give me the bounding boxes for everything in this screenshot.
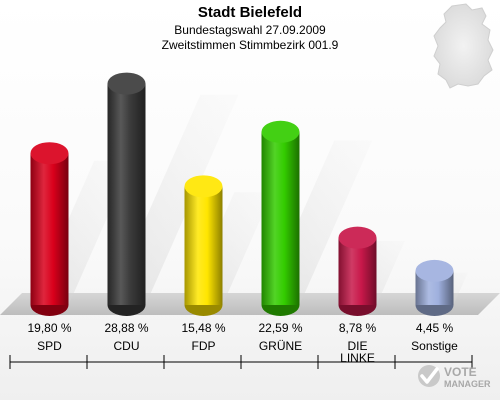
bar-sonstige[interactable] (415, 259, 454, 316)
bar-top-cap (184, 175, 223, 198)
bar-top-cap (338, 226, 377, 249)
category-label: GRÜNE (259, 339, 302, 353)
category-label: Sonstige (411, 339, 458, 353)
logo-text-vote: VOTE (444, 365, 477, 379)
bar-body (107, 83, 146, 305)
bar-body (338, 237, 377, 305)
category-label: CDU (114, 339, 140, 353)
value-label: 4,45 % (416, 321, 454, 335)
bar-top-cap (30, 142, 69, 165)
category-label: FDP (192, 339, 216, 353)
bar-cdu[interactable] (107, 72, 146, 316)
chart-subtitle: Bundestagswahl 27.09.2009 (174, 23, 326, 37)
category-label: SPD (37, 339, 62, 353)
chart-title: Stadt Bielefeld (197, 4, 303, 21)
bar-body (30, 153, 69, 305)
bar-spd[interactable] (30, 142, 69, 316)
value-label: 19,80 % (27, 321, 71, 335)
bar-body (261, 131, 300, 305)
germany-map-icon (433, 3, 494, 89)
bar-die-linke[interactable] (338, 226, 377, 316)
bar-top-cap (415, 259, 454, 282)
bar-top-cap (107, 72, 146, 95)
checkmark-icon (418, 365, 440, 387)
chart-subtitle-district: Zweitstimmen Stimmbezirk 001.9 (161, 38, 339, 52)
value-label: 28,88 % (104, 321, 148, 335)
bar-top-cap (261, 120, 300, 143)
vote-manager-logo: VOTE MANAGER (416, 360, 494, 397)
bar-body (184, 186, 223, 305)
value-label: 15,48 % (181, 321, 225, 335)
value-label: 22,59 % (258, 321, 302, 335)
logo-text-manager: MANAGER (444, 379, 491, 389)
bar-fdp[interactable] (184, 175, 223, 316)
bar-grüne[interactable] (261, 120, 300, 316)
category-label: DIE LINKE (340, 339, 375, 365)
value-label: 8,78 % (339, 321, 377, 335)
